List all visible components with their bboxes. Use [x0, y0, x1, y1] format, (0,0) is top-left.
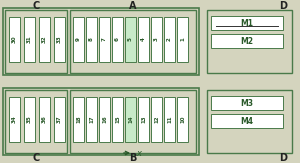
- Text: 9: 9: [76, 37, 81, 41]
- Bar: [99, 97, 110, 142]
- Text: M3: M3: [241, 98, 254, 108]
- Text: C: C: [32, 1, 40, 11]
- Bar: [5, 10, 67, 73]
- Text: 14: 14: [128, 116, 133, 123]
- Text: 15: 15: [115, 116, 120, 123]
- Bar: [207, 90, 292, 153]
- Bar: [9, 17, 20, 62]
- Text: 5: 5: [128, 37, 133, 41]
- Text: 13: 13: [141, 116, 146, 123]
- Text: A: A: [129, 1, 137, 11]
- Text: 3: 3: [154, 37, 159, 41]
- Bar: [54, 17, 65, 62]
- Bar: [86, 97, 97, 142]
- Text: D: D: [279, 153, 287, 163]
- Bar: [3, 8, 199, 75]
- Bar: [24, 97, 35, 142]
- Bar: [73, 17, 84, 62]
- Bar: [211, 114, 283, 128]
- Text: 12: 12: [154, 116, 159, 123]
- Bar: [70, 90, 196, 153]
- Text: 6: 6: [115, 37, 120, 41]
- Bar: [164, 97, 175, 142]
- Bar: [112, 17, 123, 62]
- Bar: [164, 17, 175, 62]
- Bar: [177, 97, 188, 142]
- Bar: [138, 17, 149, 62]
- Bar: [125, 97, 136, 142]
- Text: M2: M2: [241, 37, 254, 45]
- Text: 36: 36: [42, 116, 47, 123]
- Bar: [3, 88, 199, 155]
- Text: 30: 30: [12, 36, 17, 43]
- Text: D: D: [279, 1, 287, 11]
- Text: 33: 33: [57, 36, 62, 43]
- Text: x: x: [136, 148, 141, 157]
- Text: 10: 10: [180, 116, 185, 123]
- Text: 18: 18: [76, 116, 81, 123]
- Bar: [151, 17, 162, 62]
- Bar: [99, 17, 110, 62]
- Bar: [86, 17, 97, 62]
- Bar: [5, 90, 67, 153]
- Bar: [177, 17, 188, 62]
- Text: B: B: [129, 153, 137, 163]
- Bar: [54, 97, 65, 142]
- Text: 1: 1: [180, 38, 185, 41]
- Text: 35: 35: [27, 116, 32, 123]
- Bar: [138, 97, 149, 142]
- Text: 7: 7: [102, 37, 107, 41]
- Text: 17: 17: [89, 116, 94, 123]
- Text: M1: M1: [241, 18, 254, 28]
- Text: 2: 2: [167, 38, 172, 41]
- Bar: [211, 96, 283, 110]
- Text: 32: 32: [42, 36, 47, 43]
- Bar: [211, 34, 283, 48]
- Text: 34: 34: [12, 116, 17, 123]
- Bar: [73, 97, 84, 142]
- Bar: [39, 17, 50, 62]
- Text: 8: 8: [89, 37, 94, 41]
- Text: 4: 4: [141, 37, 146, 41]
- Bar: [9, 97, 20, 142]
- Bar: [125, 17, 136, 62]
- Bar: [207, 10, 292, 73]
- Bar: [24, 17, 35, 62]
- Bar: [112, 97, 123, 142]
- Text: M4: M4: [241, 117, 254, 126]
- Bar: [211, 16, 283, 30]
- Text: 31: 31: [27, 36, 32, 43]
- Bar: [39, 97, 50, 142]
- Text: 16: 16: [102, 116, 107, 123]
- Text: 11: 11: [167, 116, 172, 123]
- Text: 37: 37: [57, 116, 62, 123]
- Bar: [151, 97, 162, 142]
- Text: C: C: [32, 153, 40, 163]
- Bar: [70, 10, 196, 73]
